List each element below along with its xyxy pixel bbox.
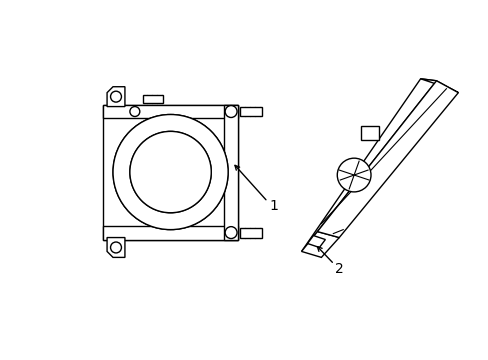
- Ellipse shape: [113, 114, 228, 230]
- Polygon shape: [317, 81, 457, 238]
- Circle shape: [110, 242, 121, 253]
- Polygon shape: [307, 235, 325, 247]
- Polygon shape: [103, 226, 238, 239]
- Ellipse shape: [130, 131, 211, 213]
- Circle shape: [337, 158, 370, 192]
- Circle shape: [110, 91, 121, 102]
- Ellipse shape: [130, 131, 211, 213]
- Circle shape: [224, 105, 237, 117]
- Polygon shape: [107, 87, 124, 107]
- Text: 2: 2: [334, 262, 343, 276]
- Polygon shape: [301, 231, 339, 257]
- Polygon shape: [360, 126, 378, 140]
- Polygon shape: [224, 105, 238, 239]
- Polygon shape: [103, 105, 238, 239]
- Polygon shape: [240, 228, 262, 238]
- Polygon shape: [301, 79, 436, 251]
- Ellipse shape: [113, 114, 228, 230]
- Polygon shape: [420, 79, 457, 93]
- Circle shape: [130, 107, 140, 117]
- Polygon shape: [142, 95, 163, 103]
- Polygon shape: [107, 238, 124, 257]
- Text: 1: 1: [269, 199, 278, 213]
- Polygon shape: [240, 107, 262, 117]
- Polygon shape: [103, 105, 238, 118]
- Circle shape: [224, 227, 237, 239]
